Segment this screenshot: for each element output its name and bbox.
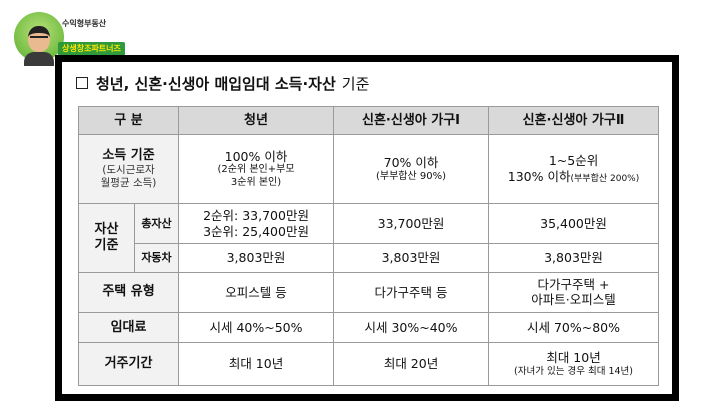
car-newlywed-1: 3,803만원 (333, 243, 490, 273)
table-header-row: 구 분 청년 신혼·신생아 가구Ⅰ 신혼·신생아 가구Ⅱ (77, 105, 660, 136)
housing-newlywed-2: 다가구주택 + 아파트·오피스텔 (488, 271, 660, 314)
period-newlywed-2: 최대 10년 (자녀가 있는 경우 최대 14년) (488, 342, 660, 386)
header-category: 구 분 (77, 105, 180, 136)
logo-text-top: 수익형부동산 (62, 19, 107, 28)
row-label-income: 소득 기준 (도시근로자 월평균 소득) (77, 134, 180, 205)
row-label-car: 자동차 (133, 243, 180, 273)
page-title: 청년, 신혼·신생아 매입임대 소득·자산 기준 (76, 70, 369, 96)
income-newlywed-1: 70% 이하 (부부합산 90%) (333, 134, 490, 205)
rent-newlywed-1: 시세 30%~40% (333, 312, 490, 344)
income-youth: 100% 이하 (2순위 본인+부모 3순위 본인) (178, 134, 335, 205)
rent-newlywed-2: 시세 70%~80% (488, 312, 660, 344)
housing-newlywed-1: 다가구주택 등 (333, 271, 490, 314)
total-assets-youth: 2순위: 33,700만원 3순위: 25,400만원 (178, 203, 335, 245)
income-newlywed-2: 1~5순위 130% 이하(부부합산 200%) (488, 134, 660, 205)
row-label-housing: 주택 유형 (77, 271, 180, 314)
header-newlywed-2: 신혼·신생아 가구Ⅱ (488, 105, 660, 136)
row-label-assets: 자산 기준 (78, 203, 135, 273)
total-assets-newlywed-1: 33,700만원 (333, 203, 490, 245)
period-youth: 최대 10년 (178, 342, 335, 386)
table-row-rent: 임대료 시세 40%~50% 시세 30%~40% 시세 70%~80% (77, 312, 660, 344)
rent-youth: 시세 40%~50% (178, 312, 335, 344)
total-assets-newlywed-2: 35,400만원 (488, 203, 660, 245)
criteria-table: 구 분 청년 신혼·신생아 가구Ⅰ 신혼·신생아 가구Ⅱ 소득 기준 (도시근로… (77, 105, 660, 386)
car-youth: 3,803만원 (178, 243, 335, 273)
row-label-period: 거주기간 (77, 342, 180, 386)
title-text: 청년, 신혼·신생아 매입임대 소득·자산 (96, 74, 336, 93)
car-newlywed-2: 3,803만원 (488, 243, 660, 273)
row-label-rent: 임대료 (77, 312, 180, 344)
checkbox-square-icon (76, 77, 88, 89)
title-suffix: 기준 (341, 74, 370, 93)
table-row-housing: 주택 유형 오피스텔 등 다가구주택 등 다가구주택 + 아파트·오피스텔 (77, 271, 660, 314)
logo-text-bottom: 상생창조파트너즈 (58, 42, 125, 56)
header-newlywed-1: 신혼·신생아 가구Ⅰ (333, 105, 490, 136)
table-row-income: 소득 기준 (도시근로자 월평균 소득) 100% 이하 (2순위 본인+부모 … (77, 134, 660, 205)
logo-avatar-icon (14, 12, 64, 66)
logo: 수익형부동산 상생창조파트너즈 (14, 8, 125, 66)
document-panel: 청년, 신혼·신생아 매입임대 소득·자산 기준 구 분 청년 신혼·신생아 가… (62, 62, 672, 394)
header-youth: 청년 (178, 105, 335, 136)
table-row-car: 자동차 3,803만원 3,803만원 3,803만원 (79, 243, 660, 273)
period-newlywed-1: 최대 20년 (333, 342, 490, 386)
row-label-total-assets: 총자산 (133, 203, 180, 245)
table-row-total-assets: 자산 기준 총자산 2순위: 33,700만원 3순위: 25,400만원 33… (78, 203, 660, 273)
housing-youth: 오피스텔 등 (178, 271, 335, 314)
table-row-period: 거주기간 최대 10년 최대 20년 최대 10년 (자녀가 있는 경우 최대 … (77, 342, 660, 386)
